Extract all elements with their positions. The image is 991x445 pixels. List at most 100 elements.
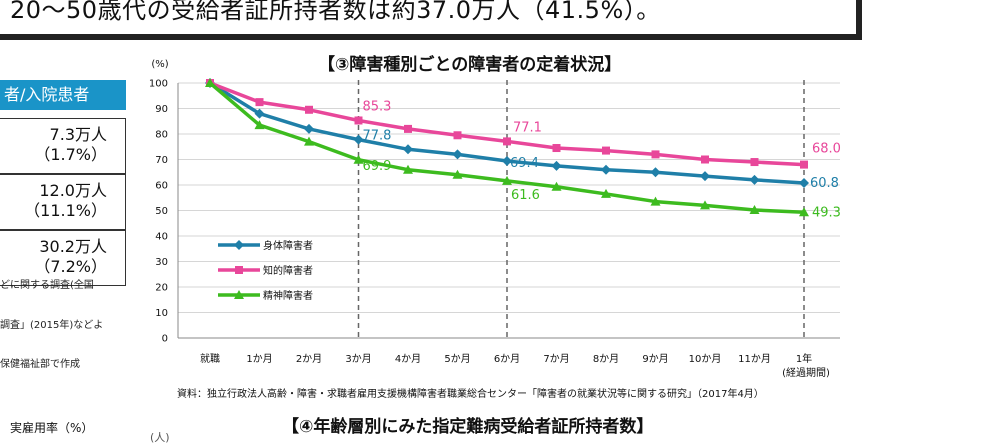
data-point (750, 158, 759, 167)
x-tick-label: 10か月 (689, 353, 722, 365)
data-label: 77.1 (513, 120, 542, 135)
data-point (799, 177, 809, 188)
left-table-row: 7.3万人 （1.7%） (0, 118, 126, 174)
data-label: 85.3 (363, 99, 392, 114)
data-label: 60.8 (810, 176, 839, 191)
summary-banner: 20〜50歳代の受給者証所持者数は約37.0万人（41.5%）。 (0, 0, 858, 36)
y-tick-label: 0 (162, 334, 168, 345)
x-tick-label: 3か月 (345, 353, 371, 365)
next-chart-title: 【④年齢層別にみた指定難病受給者証所持者数】 (282, 417, 654, 437)
y-tick-label: 50 (155, 206, 168, 217)
row-value: 12.0万人 (39, 181, 107, 200)
data-point (552, 144, 561, 153)
y-tick-label: 90 (155, 104, 168, 115)
x-tick-label: 6か月 (494, 353, 520, 365)
data-point (305, 105, 313, 114)
data-point (304, 136, 314, 146)
x-tick-label: 7か月 (543, 353, 569, 365)
y-tick-label: 70 (155, 155, 168, 166)
legend-entry: 精神障害者 (263, 289, 313, 302)
y-tick-label: 30 (155, 257, 168, 268)
y-tick-label: 60 (155, 181, 168, 192)
legend-marker (234, 290, 244, 299)
data-point (602, 146, 610, 155)
data-point (700, 200, 710, 210)
data-point (503, 137, 511, 146)
data-point (353, 134, 364, 145)
y-tick-label: 20 (155, 283, 168, 294)
data-point (502, 175, 512, 185)
y-tick-label: 100 (149, 79, 168, 90)
data-point (404, 124, 412, 133)
legend-marker (235, 266, 243, 274)
row-pct: （1.7%） (34, 145, 107, 164)
summary-banner-text: 20〜50歳代の受給者証所持者数は約37.0万人（41.5%）。 (10, 0, 661, 24)
x-tick-label: 8か月 (593, 353, 619, 365)
y-tick-label: 80 (155, 130, 168, 141)
data-point (701, 155, 709, 164)
data-point (403, 164, 413, 174)
x-tick-label: 2か月 (296, 353, 322, 365)
chart-source: 資料：独立行政法人高齢・障害・求職者雇用支援機構障害者職業総合センター「障害者の… (177, 389, 764, 400)
table-note: どに関する調査(全国 (0, 280, 94, 291)
row-value: 7.3万人 (49, 125, 107, 144)
data-point (601, 164, 611, 175)
y-tick-label: 10 (155, 308, 168, 319)
data-point (453, 131, 462, 140)
table-note: 保健福祉部で作成 (0, 359, 80, 370)
data-label: 77.8 (363, 129, 392, 144)
data-point (651, 150, 660, 159)
row-pct: （11.1%） (24, 201, 107, 220)
data-point (353, 154, 364, 164)
left-table-row: 12.0万人 （11.1%） (0, 174, 126, 230)
data-point (650, 167, 661, 178)
x-tick-label: 4か月 (395, 353, 421, 365)
data-point (304, 123, 314, 134)
legend-marker (234, 240, 244, 250)
x-tick-label: 1年 (796, 352, 812, 365)
data-label: 69.4 (510, 156, 539, 171)
y-tick-label: 40 (155, 232, 168, 243)
data-label: 68.0 (812, 142, 841, 157)
left-table-header: 者/入院患者 (0, 80, 126, 110)
data-point (551, 181, 562, 191)
data-point (254, 120, 265, 130)
data-point (800, 160, 808, 169)
table-note: 調査」(2015年)などよ (0, 320, 104, 331)
row-value: 30.2万人 (39, 237, 107, 256)
legend-entry: 身体障害者 (263, 239, 313, 252)
x-tick-label: 11か月 (738, 353, 771, 365)
x-axis-label: (経過期間) (782, 366, 830, 379)
data-point (205, 78, 215, 87)
x-tick-label: 1か月 (246, 353, 272, 365)
data-point (452, 149, 463, 160)
data-point (354, 116, 363, 125)
left-table-row: 30.2万人 （7.2%） (0, 230, 126, 286)
x-tick-label: 5か月 (444, 353, 470, 365)
rate-label: 実雇用率（%） (10, 421, 94, 435)
data-point (255, 98, 264, 107)
legend-entry: 知的障害者 (263, 264, 313, 277)
data-point (452, 169, 463, 179)
series-line (209, 81, 805, 185)
data-label: 49.3 (812, 205, 841, 220)
x-tick-label: 9か月 (642, 353, 668, 365)
chart-title: 【③障害種別ごとの障害者の定着状況】 (318, 55, 622, 75)
data-label: 69.9 (363, 159, 392, 174)
data-point (502, 156, 512, 167)
row-pct: （7.2%） (34, 257, 107, 276)
data-point (254, 108, 265, 119)
y-axis-label: (%) (151, 59, 168, 70)
data-point (601, 188, 611, 198)
data-point (749, 204, 760, 214)
next-chart-unit: (人) (150, 431, 170, 444)
data-point (700, 171, 710, 182)
data-label: 61.6 (511, 188, 540, 203)
data-point (799, 207, 809, 217)
data-point (551, 160, 562, 171)
data-point (749, 174, 760, 185)
data-point (403, 144, 413, 155)
x-tick-label: 就職 (200, 352, 220, 365)
data-point (650, 196, 661, 206)
